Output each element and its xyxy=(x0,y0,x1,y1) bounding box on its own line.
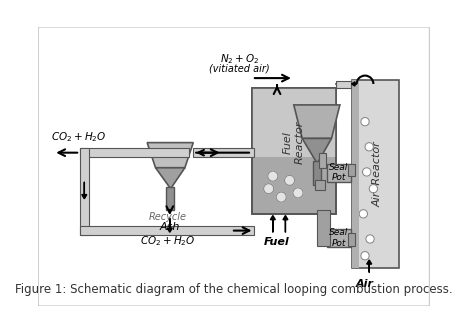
Bar xyxy=(313,161,321,184)
Bar xyxy=(166,187,174,210)
Circle shape xyxy=(366,235,374,243)
Bar xyxy=(193,149,254,157)
Circle shape xyxy=(361,251,369,260)
Text: Air  Reactor: Air Reactor xyxy=(373,141,383,207)
FancyArrow shape xyxy=(82,182,87,199)
Polygon shape xyxy=(294,105,340,139)
Circle shape xyxy=(264,184,274,194)
Polygon shape xyxy=(147,143,193,168)
Circle shape xyxy=(293,188,303,198)
Bar xyxy=(353,80,398,268)
FancyArrow shape xyxy=(336,82,348,86)
Bar xyxy=(252,88,336,214)
Text: Fuel
Reactor: Fuel Reactor xyxy=(283,121,304,164)
Text: Figure 1: Schematic diagram of the chemical looping combustion process.: Figure 1: Schematic diagram of the chemi… xyxy=(14,283,452,296)
Text: Recycle: Recycle xyxy=(149,212,187,222)
FancyArrow shape xyxy=(167,218,172,232)
Bar xyxy=(327,229,351,247)
FancyArrow shape xyxy=(352,82,357,86)
Polygon shape xyxy=(302,139,332,164)
Bar xyxy=(353,80,359,268)
FancyArrow shape xyxy=(270,215,276,232)
Circle shape xyxy=(365,143,374,151)
Bar xyxy=(80,148,89,235)
Bar xyxy=(336,82,351,88)
Bar xyxy=(80,226,255,235)
Text: (vitiated air): (vitiated air) xyxy=(209,63,269,73)
Bar xyxy=(327,164,351,182)
Circle shape xyxy=(268,171,278,181)
Text: Ash: Ash xyxy=(160,222,180,232)
Circle shape xyxy=(362,168,371,176)
Circle shape xyxy=(369,184,378,193)
FancyArrow shape xyxy=(367,260,372,272)
FancyArrow shape xyxy=(283,215,288,232)
Circle shape xyxy=(276,192,286,202)
Bar xyxy=(348,233,355,246)
Text: $N_2 + O_2$: $N_2 + O_2$ xyxy=(219,52,259,66)
Bar xyxy=(315,180,325,190)
Circle shape xyxy=(361,118,369,126)
Circle shape xyxy=(359,210,368,218)
Text: Air: Air xyxy=(356,279,374,289)
Circle shape xyxy=(284,175,295,185)
Bar xyxy=(317,210,330,246)
Bar xyxy=(252,88,336,214)
Text: $CO_2 + H_2O$: $CO_2 + H_2O$ xyxy=(141,234,196,248)
Bar xyxy=(348,164,355,176)
Bar xyxy=(80,149,189,157)
Text: $CO_2 + H_2O$: $CO_2 + H_2O$ xyxy=(51,131,106,144)
Bar xyxy=(252,88,336,157)
FancyBboxPatch shape xyxy=(38,27,430,306)
Text: Seal
Pot: Seal Pot xyxy=(329,228,349,248)
Text: Seal
Pot: Seal Pot xyxy=(329,163,349,182)
Text: Fuel: Fuel xyxy=(264,237,290,247)
Bar xyxy=(319,153,325,168)
Bar xyxy=(252,157,336,214)
Polygon shape xyxy=(156,168,185,189)
